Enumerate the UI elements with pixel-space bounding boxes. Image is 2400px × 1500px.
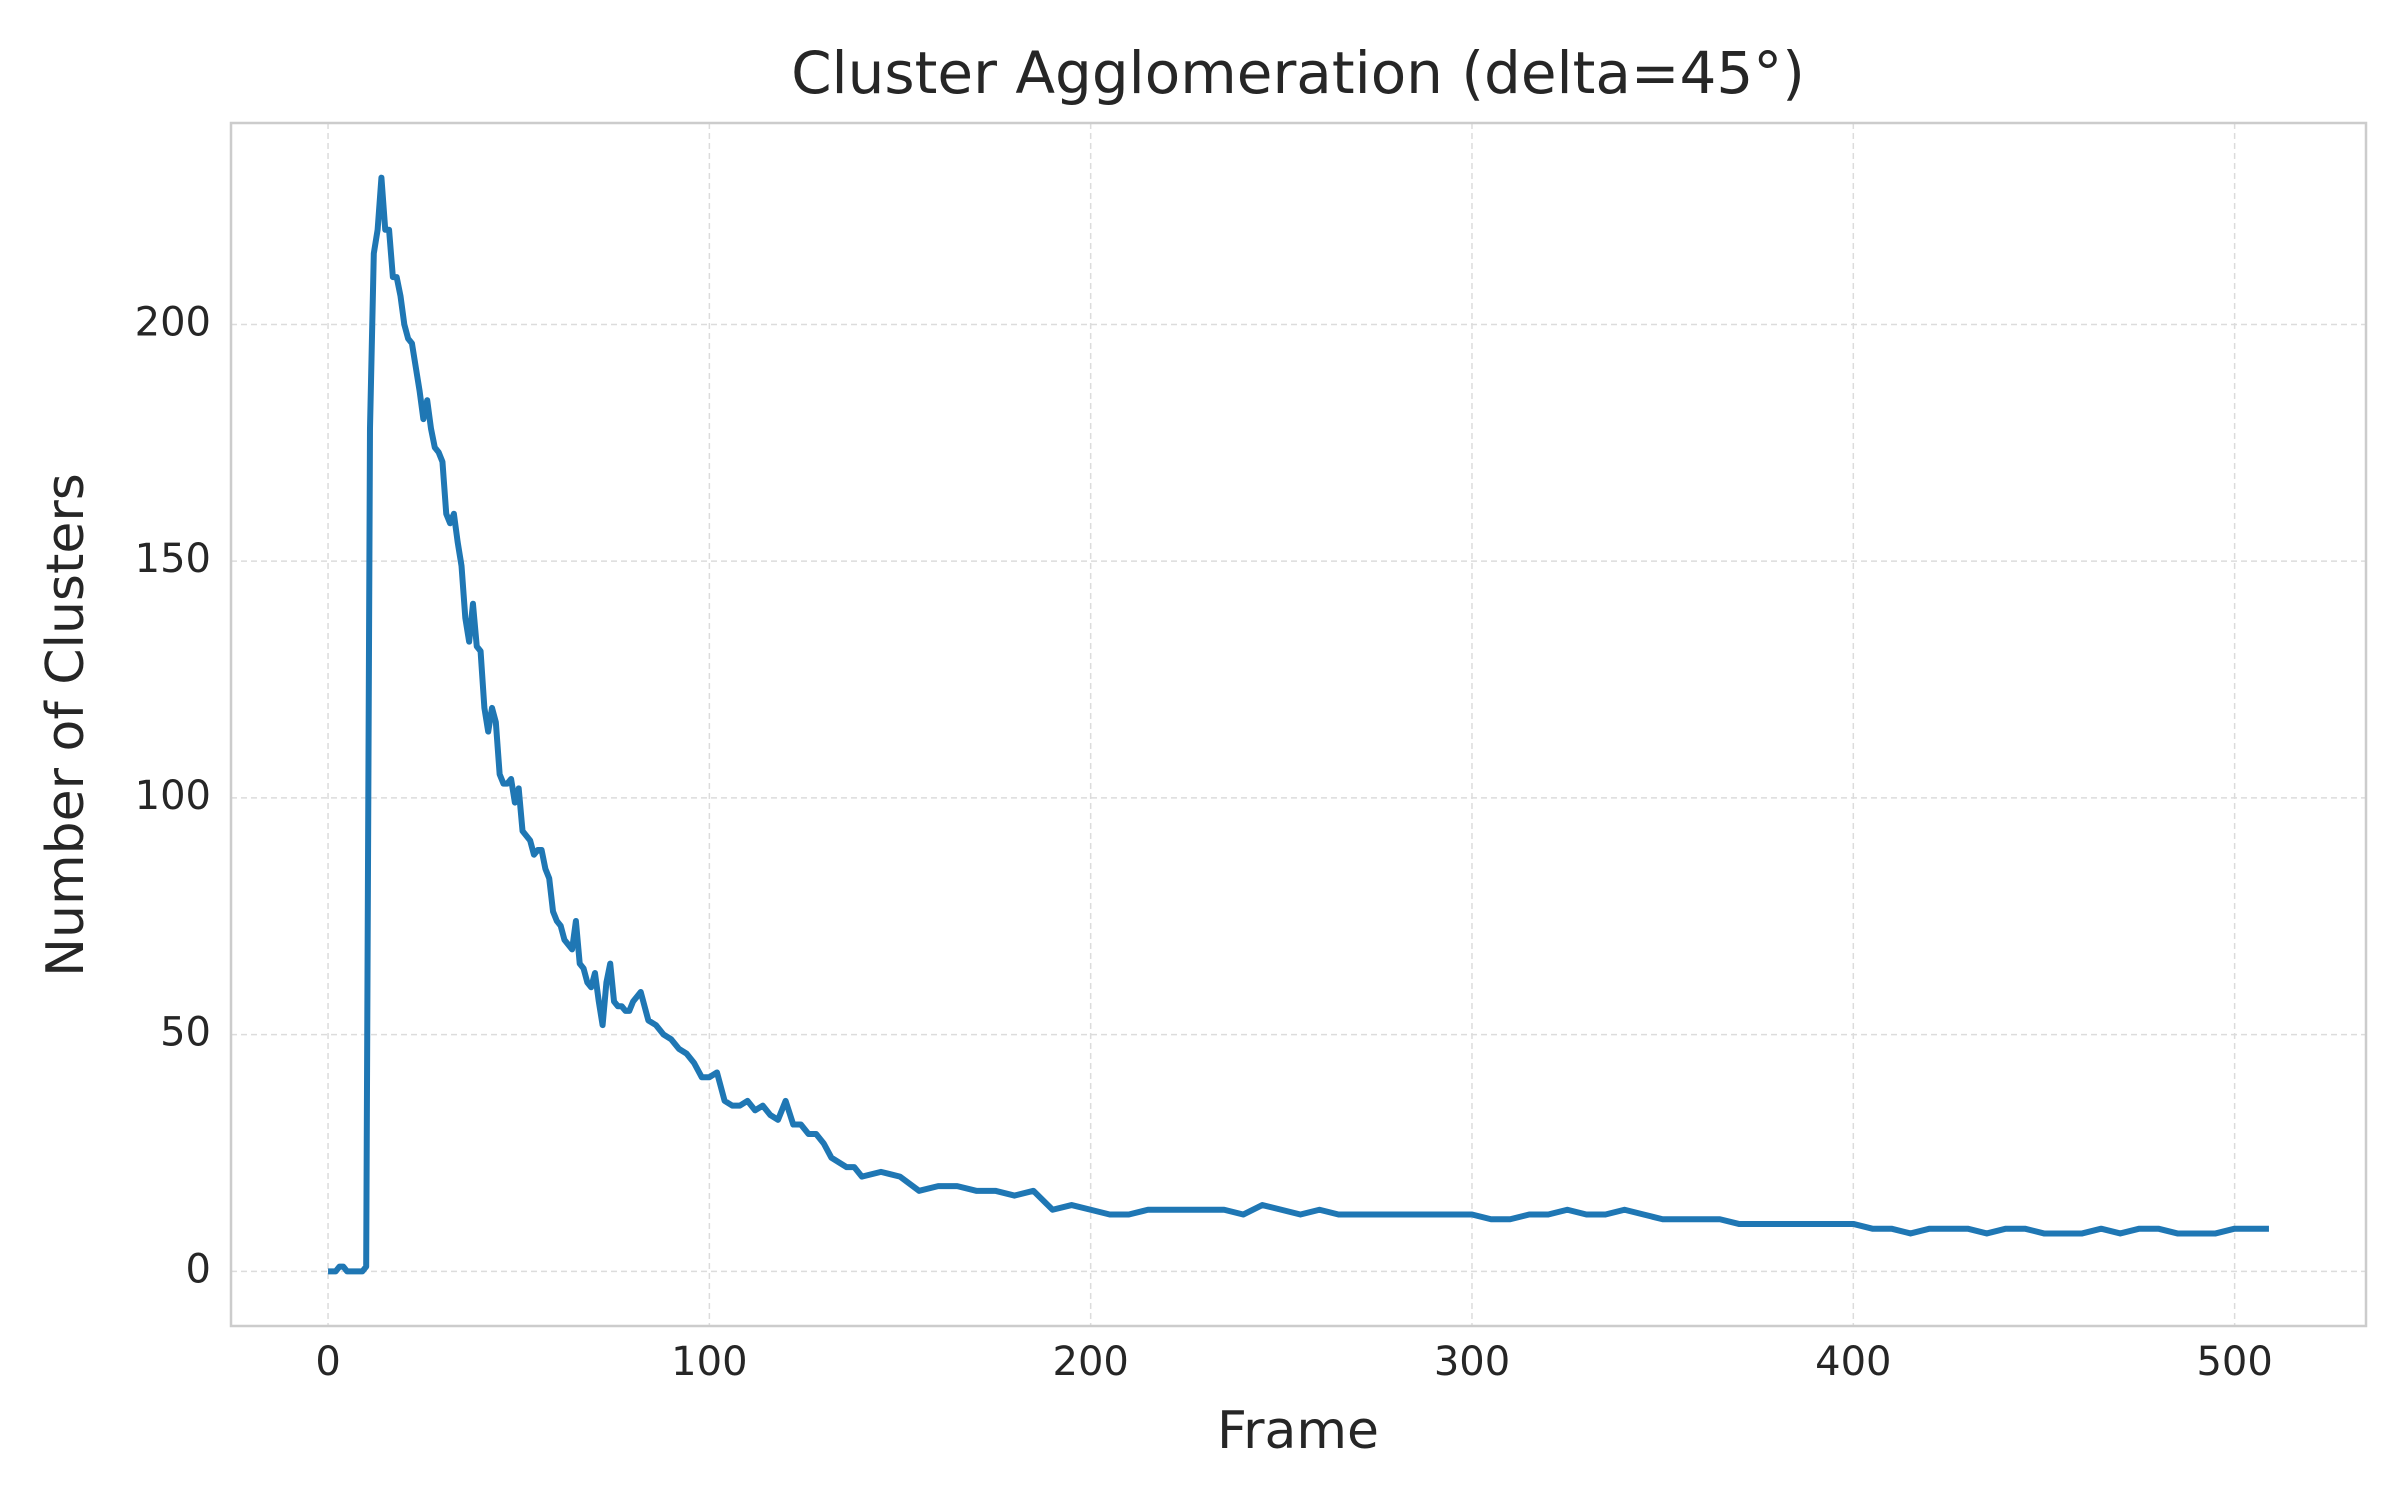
x-tick-label: 0 bbox=[315, 1339, 340, 1385]
data-line bbox=[328, 174, 2269, 1275]
chart-title: Cluster Agglomeration (delta=45°) bbox=[791, 39, 1805, 107]
x-axis-label: Frame bbox=[1217, 1401, 1379, 1461]
y-axis-label: Number of Clusters bbox=[36, 473, 96, 977]
plot-frame bbox=[229, 121, 2368, 1328]
x-tick-label: 100 bbox=[671, 1339, 747, 1385]
y-tick-label: 0 bbox=[186, 1246, 211, 1292]
y-tick-label: 200 bbox=[135, 299, 211, 345]
y-tick-label: 50 bbox=[160, 1010, 211, 1056]
y-tick-label: 100 bbox=[135, 773, 211, 819]
x-tick-label: 200 bbox=[1053, 1339, 1129, 1385]
x-tick-label: 500 bbox=[2196, 1339, 2272, 1385]
y-tick-label: 150 bbox=[135, 536, 211, 582]
x-tick-label: 400 bbox=[1815, 1339, 1891, 1385]
x-tick-label: 300 bbox=[1434, 1339, 1510, 1385]
